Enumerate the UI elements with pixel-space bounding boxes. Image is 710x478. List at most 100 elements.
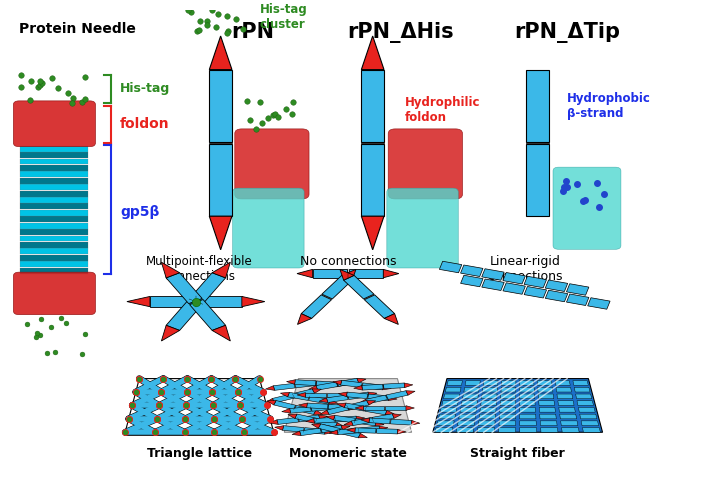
Polygon shape bbox=[479, 421, 495, 425]
Polygon shape bbox=[292, 431, 301, 435]
Text: His-tag
cluster: His-tag cluster bbox=[260, 3, 307, 31]
Polygon shape bbox=[386, 410, 394, 415]
Polygon shape bbox=[329, 430, 338, 435]
Polygon shape bbox=[537, 380, 552, 385]
Polygon shape bbox=[501, 387, 516, 392]
FancyBboxPatch shape bbox=[387, 188, 458, 268]
Polygon shape bbox=[375, 421, 384, 426]
Polygon shape bbox=[357, 378, 366, 383]
Polygon shape bbox=[339, 392, 347, 397]
Polygon shape bbox=[477, 428, 495, 432]
Polygon shape bbox=[503, 283, 525, 294]
Polygon shape bbox=[127, 296, 150, 307]
Polygon shape bbox=[312, 424, 321, 428]
Polygon shape bbox=[461, 275, 483, 287]
Text: Hydrophilic
foldon: Hydrophilic foldon bbox=[405, 96, 480, 124]
Polygon shape bbox=[284, 379, 412, 432]
Polygon shape bbox=[559, 407, 575, 412]
Polygon shape bbox=[269, 420, 278, 424]
Polygon shape bbox=[327, 395, 348, 402]
Polygon shape bbox=[369, 418, 390, 424]
Polygon shape bbox=[539, 401, 555, 405]
Polygon shape bbox=[362, 383, 383, 390]
Polygon shape bbox=[349, 405, 358, 410]
Polygon shape bbox=[576, 394, 592, 399]
Polygon shape bbox=[362, 384, 383, 390]
Polygon shape bbox=[392, 414, 401, 418]
Polygon shape bbox=[557, 394, 573, 399]
Polygon shape bbox=[368, 394, 389, 401]
Polygon shape bbox=[356, 416, 365, 421]
FancyBboxPatch shape bbox=[21, 171, 88, 177]
FancyBboxPatch shape bbox=[13, 101, 95, 147]
Polygon shape bbox=[520, 401, 535, 405]
Polygon shape bbox=[435, 428, 453, 432]
Text: rPN: rPN bbox=[231, 22, 274, 42]
Polygon shape bbox=[321, 425, 342, 433]
Polygon shape bbox=[386, 391, 408, 400]
Polygon shape bbox=[520, 414, 536, 419]
Polygon shape bbox=[385, 406, 406, 410]
Polygon shape bbox=[499, 414, 515, 419]
FancyBboxPatch shape bbox=[21, 210, 88, 216]
Polygon shape bbox=[349, 270, 383, 278]
Polygon shape bbox=[166, 273, 202, 304]
FancyBboxPatch shape bbox=[21, 152, 88, 158]
Polygon shape bbox=[161, 326, 180, 341]
Polygon shape bbox=[459, 414, 476, 419]
Polygon shape bbox=[433, 379, 603, 432]
FancyBboxPatch shape bbox=[21, 216, 88, 222]
Polygon shape bbox=[316, 381, 337, 387]
Polygon shape bbox=[355, 406, 364, 410]
FancyBboxPatch shape bbox=[235, 129, 309, 199]
Polygon shape bbox=[444, 394, 459, 399]
Bar bbox=[209, 70, 232, 142]
Polygon shape bbox=[498, 428, 515, 432]
Text: rPN_ΔHis: rPN_ΔHis bbox=[348, 22, 454, 43]
Polygon shape bbox=[482, 269, 504, 280]
Polygon shape bbox=[361, 418, 369, 423]
Polygon shape bbox=[540, 428, 558, 432]
Polygon shape bbox=[311, 405, 333, 411]
FancyBboxPatch shape bbox=[21, 165, 88, 171]
Polygon shape bbox=[366, 401, 376, 405]
Polygon shape bbox=[579, 407, 595, 412]
Text: Protein Needle: Protein Needle bbox=[19, 22, 136, 35]
Polygon shape bbox=[335, 423, 344, 427]
Polygon shape bbox=[404, 383, 413, 388]
Polygon shape bbox=[465, 380, 480, 385]
Bar bbox=[361, 70, 384, 142]
Polygon shape bbox=[309, 386, 318, 390]
Polygon shape bbox=[335, 416, 356, 422]
Polygon shape bbox=[242, 296, 265, 307]
Polygon shape bbox=[294, 405, 316, 414]
Polygon shape bbox=[364, 295, 395, 318]
Polygon shape bbox=[480, 407, 496, 412]
FancyBboxPatch shape bbox=[21, 268, 88, 273]
Polygon shape bbox=[318, 424, 340, 433]
Polygon shape bbox=[359, 400, 368, 404]
Polygon shape bbox=[456, 428, 474, 432]
FancyBboxPatch shape bbox=[21, 249, 88, 254]
Polygon shape bbox=[383, 383, 405, 389]
Polygon shape bbox=[481, 394, 497, 399]
Polygon shape bbox=[283, 426, 304, 432]
Polygon shape bbox=[266, 386, 275, 391]
Polygon shape bbox=[209, 36, 232, 70]
Polygon shape bbox=[351, 417, 373, 425]
Polygon shape bbox=[457, 421, 475, 425]
Text: Multipoint-flexible
connections: Multipoint-flexible connections bbox=[146, 255, 253, 283]
Polygon shape bbox=[125, 379, 273, 432]
Polygon shape bbox=[479, 414, 496, 419]
Polygon shape bbox=[267, 401, 276, 405]
Polygon shape bbox=[328, 404, 349, 410]
Polygon shape bbox=[397, 429, 406, 434]
Text: rPN_ΔTip: rPN_ΔTip bbox=[514, 22, 620, 43]
Polygon shape bbox=[190, 273, 226, 304]
Polygon shape bbox=[354, 385, 363, 390]
FancyBboxPatch shape bbox=[233, 188, 304, 268]
Polygon shape bbox=[314, 417, 335, 423]
Polygon shape bbox=[273, 383, 295, 391]
Polygon shape bbox=[439, 261, 462, 273]
Polygon shape bbox=[355, 428, 376, 433]
